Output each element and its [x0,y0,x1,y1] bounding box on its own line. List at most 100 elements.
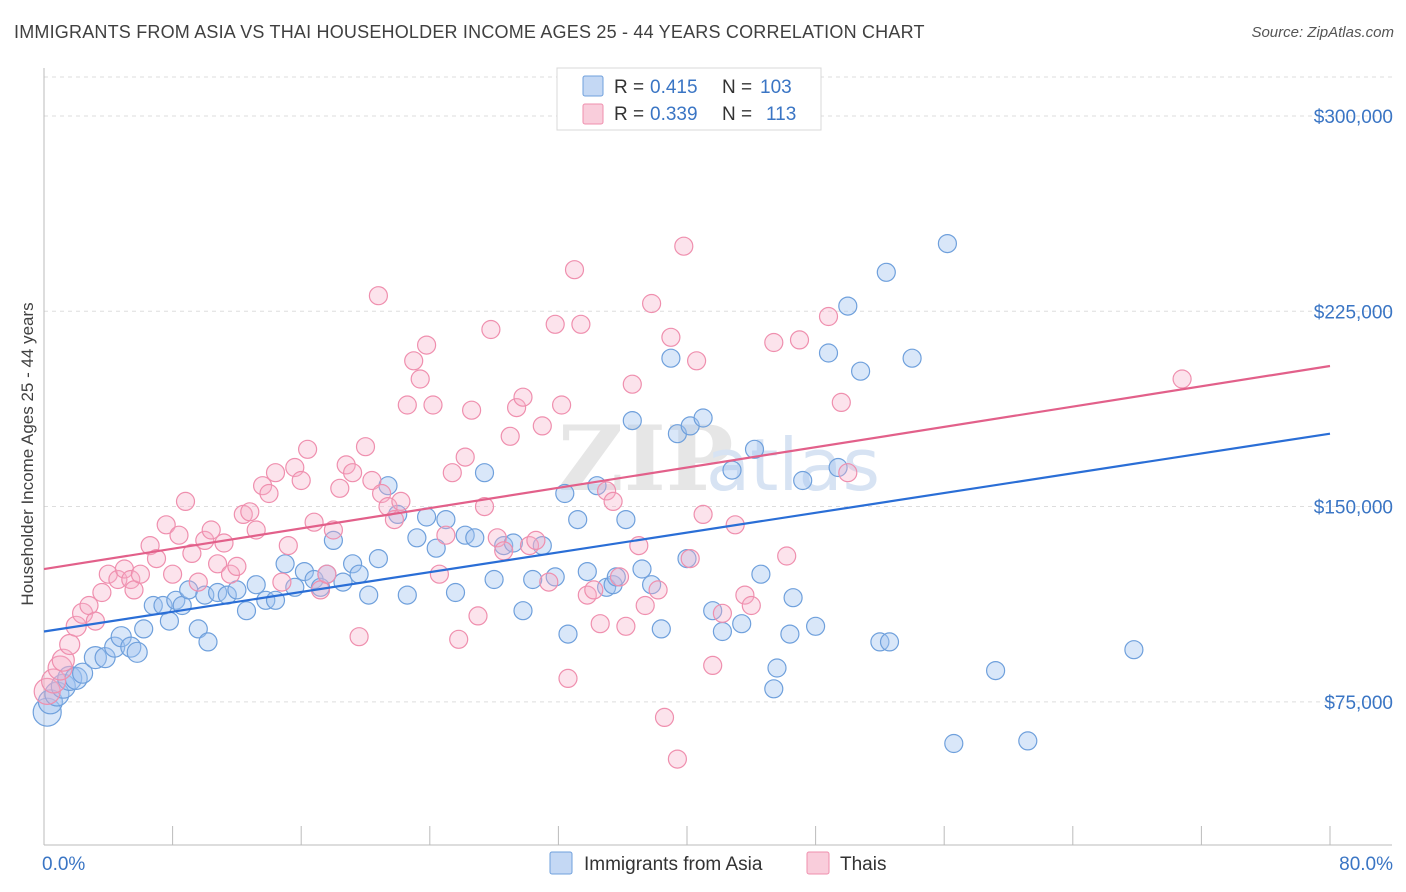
top-legend: R = 0.415 N = 103 R = 0.339 N = 113 [556,67,822,131]
point-thais-94 [641,293,662,314]
point-thais-47 [343,463,363,483]
point-asia-69 [622,411,642,431]
point-asia-37 [333,572,353,592]
point-asia-53 [484,569,504,590]
watermark-zip: ZIP [558,406,733,512]
legend-r-value-2: 0.339 [650,104,698,125]
point-thais-2 [47,655,73,681]
point-asia-92 [838,296,858,316]
point-thais-108 [764,332,784,353]
x-tick-label-0: 0.0% [42,854,85,875]
point-asia-38 [343,554,363,574]
point-thais-58 [410,369,430,389]
point-asia-9 [104,636,126,658]
point-thais-81 [558,668,578,689]
point-thais-57 [404,351,424,371]
point-asia-102 [1124,640,1144,660]
y-axis-label: Householder Income Ages 25 - 44 years [18,302,37,605]
legend-swatch-blue [582,75,604,97]
bottom-legend-swatch-asia [549,851,573,875]
point-thais-65 [455,447,475,467]
chart-title: IMMIGRANTS FROM ASIA VS THAI HOUSEHOLDER… [14,22,925,42]
point-asia-80 [722,460,742,480]
point-asia-56 [513,601,533,621]
series-immigrants-from-asia [32,234,1144,754]
point-thais-60 [423,395,443,415]
point-thais-17 [146,548,167,569]
point-thais-23 [188,572,208,592]
point-asia-60 [555,483,575,504]
point-asia-73 [661,348,681,368]
point-asia-30 [275,554,295,574]
point-thais-49 [355,437,376,457]
point-thais-8 [85,611,106,631]
point-asia-52 [474,463,495,483]
point-asia-82 [744,439,765,459]
point-asia-51 [465,528,485,548]
point-thais-41 [304,512,324,532]
point-thais-110 [789,330,810,350]
point-thais-9 [92,582,112,603]
point-asia-100 [985,660,1006,681]
point-thais-36 [272,572,292,592]
legend-r-label-1: R = [614,77,644,98]
point-asia-79 [712,621,733,642]
point-thais-51 [368,286,388,306]
point-asia-59 [545,567,565,587]
point-asia-77 [693,408,713,428]
point-thais-61 [429,564,449,584]
point-thais-100 [680,548,700,569]
point-thais-56 [397,395,417,415]
point-thais-80 [551,395,572,415]
point-thais-71 [494,541,514,561]
point-thais-55 [391,491,411,511]
series-thais [33,236,1192,769]
point-thais-99 [674,236,694,256]
point-asia-20 [188,619,208,639]
point-asia-101 [1018,731,1038,751]
point-asia-16 [159,611,179,631]
legend-n-value-1: 103 [760,77,792,98]
point-thais-77 [532,416,552,436]
point-asia-84 [764,679,784,699]
point-thais-66 [462,400,482,420]
point-asia-86 [780,624,800,644]
point-thais-91 [622,374,642,394]
point-asia-62 [568,509,588,530]
legend-n-label-1: N = [722,77,752,98]
point-thais-69 [481,319,501,340]
point-asia-39 [349,564,369,584]
point-thais-111 [818,306,839,327]
point-thais-15 [130,564,150,584]
point-thais-26 [208,554,228,574]
point-thais-96 [654,707,675,728]
watermark: ZIP atlas [558,406,880,512]
y-tick-label-1: $150,000 [1314,498,1393,519]
point-thais-62 [436,525,456,545]
point-asia-4 [57,665,83,692]
point-thais-101 [686,351,707,371]
bottom-legend-label-asia: Immigrants from Asia [584,854,763,875]
point-thais-27 [214,533,234,553]
point-thais-104 [712,603,733,623]
point-thais-13 [121,569,141,590]
point-asia-95 [876,262,896,282]
point-thais-93 [635,595,655,616]
point-thais-90 [616,616,636,636]
y-tick-label-0: $75,000 [1324,693,1393,714]
point-thais-113 [838,463,858,483]
point-thais-34 [259,483,279,504]
point-thais-83 [571,314,591,334]
point-thais-4 [59,633,81,656]
point-thais-45 [330,478,350,498]
point-thais-97 [661,327,681,347]
point-thais-33 [253,476,273,496]
point-asia-33 [304,569,324,590]
y-tick-label-2: $225,000 [1314,302,1393,323]
point-asia-27 [246,575,266,595]
point-thais-75 [519,535,540,556]
point-thais-73 [506,398,527,418]
point-asia-99 [944,733,964,754]
bottom-legend-label-thais: Thais [840,854,886,875]
